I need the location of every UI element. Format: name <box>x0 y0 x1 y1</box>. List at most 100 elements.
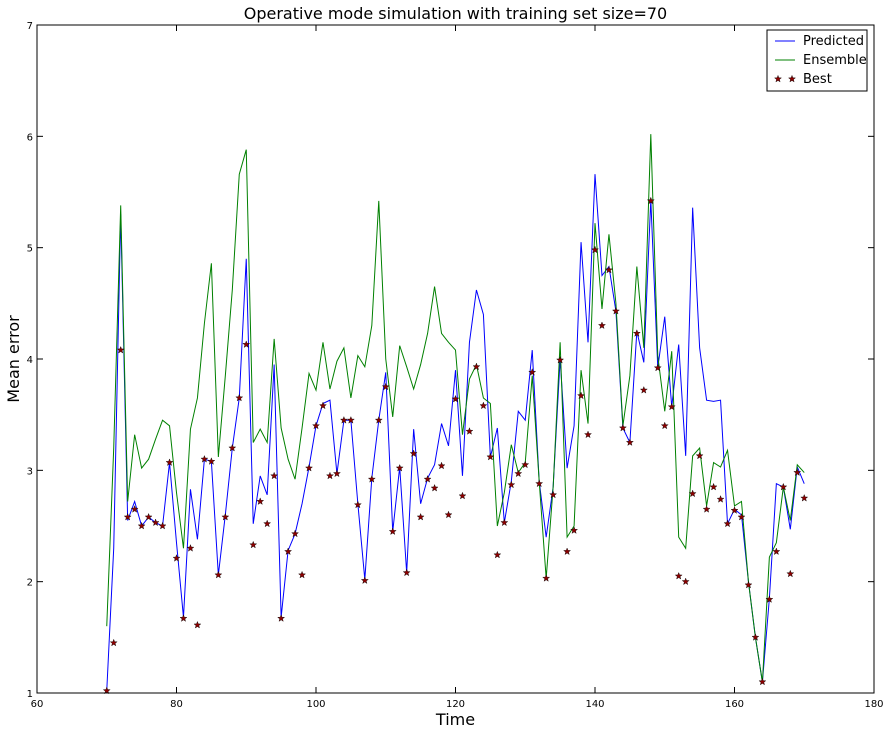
best-marker-35 <box>346 416 355 424</box>
x-tick-label-6: 180 <box>864 699 883 710</box>
best-marker-50 <box>451 394 460 403</box>
best-marker-51 <box>458 491 467 500</box>
best-marker-61 <box>528 368 537 376</box>
best-marker-33 <box>332 469 341 478</box>
best-marker-71 <box>597 321 606 329</box>
plot-content <box>102 134 809 695</box>
best-marker-93 <box>751 633 760 641</box>
x-tick-label-3: 120 <box>446 699 465 710</box>
best-marker-91 <box>737 512 746 521</box>
best-marker-78 <box>646 196 655 205</box>
best-marker-98 <box>786 569 795 578</box>
best-marker-90 <box>730 506 739 514</box>
best-marker-3 <box>123 512 132 521</box>
best-marker-20 <box>242 340 251 348</box>
best-marker-36 <box>353 500 362 509</box>
best-marker-79 <box>653 363 662 372</box>
best-marker-6 <box>144 512 153 521</box>
best-marker-82 <box>674 571 683 580</box>
series-line-ensemble <box>106 134 805 682</box>
best-marker-97 <box>779 482 788 491</box>
best-marker-83 <box>681 577 690 586</box>
best-marker-81 <box>667 402 676 411</box>
best-marker-77 <box>639 385 648 394</box>
legend-label-ensemble: Ensemble <box>803 53 867 68</box>
legend-label-predicted: Predicted <box>803 34 864 49</box>
best-marker-88 <box>716 495 725 503</box>
best-marker-84 <box>688 489 697 498</box>
best-marker-53 <box>472 362 481 371</box>
best-marker-52 <box>465 427 474 435</box>
x-tick-label-4: 140 <box>585 699 604 710</box>
best-marker-12 <box>186 544 195 552</box>
best-marker-24 <box>270 471 279 480</box>
best-marker-14 <box>200 455 209 463</box>
chart-title: Operative mode simulation with training … <box>244 4 667 23</box>
best-marker-11 <box>179 614 188 622</box>
best-marker-41 <box>388 527 397 535</box>
best-marker-59 <box>514 469 523 478</box>
best-marker-13 <box>193 620 202 629</box>
best-marker-63 <box>542 574 551 582</box>
x-tick-label-5: 160 <box>725 699 744 710</box>
best-marker-27 <box>291 529 300 538</box>
best-marker-18 <box>228 443 237 452</box>
best-marker-21 <box>249 540 258 549</box>
legend: Predicted Ensemble Best <box>766 29 868 92</box>
best-marker-96 <box>772 547 781 555</box>
best-marker-10 <box>172 554 181 562</box>
best-marker-100 <box>800 493 809 502</box>
best-marker-68 <box>577 391 586 400</box>
best-marker-65 <box>556 355 565 364</box>
best-marker-23 <box>263 519 272 528</box>
best-marker-85 <box>695 451 704 460</box>
tick-labels: 60 80 100 120 140 160 180 1 2 3 4 5 6 7 <box>27 21 884 710</box>
legend-best-star-1 <box>788 74 796 83</box>
x-tick-label-2: 100 <box>306 699 325 710</box>
best-marker-28 <box>298 570 307 579</box>
plot-frame <box>36 24 875 694</box>
best-marker-86 <box>702 505 711 513</box>
best-marker-66 <box>563 547 572 555</box>
best-marker-25 <box>277 614 286 622</box>
best-marker-29 <box>305 463 313 472</box>
y-tick-label-4: 5 <box>27 244 33 255</box>
best-marker-67 <box>570 526 579 534</box>
best-marker-73 <box>611 306 620 315</box>
best-marker-30 <box>312 421 320 430</box>
best-marker-99 <box>793 468 802 476</box>
best-marker-37 <box>360 576 369 584</box>
y-tick-label-1: 2 <box>27 578 33 589</box>
y-axis-label: Mean error <box>4 315 23 403</box>
best-marker-2 <box>116 345 125 354</box>
best-marker-75 <box>625 438 634 446</box>
best-marker-87 <box>709 482 718 491</box>
best-marker-46 <box>423 475 432 483</box>
x-tick-label-0: 60 <box>31 699 44 710</box>
best-marker-70 <box>591 245 599 254</box>
best-marker-42 <box>395 463 404 472</box>
best-marker-95 <box>765 595 774 603</box>
best-marker-62 <box>535 479 544 488</box>
best-marker-45 <box>416 512 425 521</box>
best-marker-76 <box>632 329 641 337</box>
best-marker-0 <box>102 686 111 695</box>
y-tick-label-6: 7 <box>27 21 33 32</box>
y-tick-label-0: 1 <box>27 689 33 700</box>
best-marker-48 <box>437 461 446 470</box>
best-marker-38 <box>367 475 376 483</box>
best-marker-15 <box>207 457 216 465</box>
best-marker-17 <box>221 512 230 521</box>
best-marker-22 <box>256 497 265 505</box>
best-marker-56 <box>493 550 502 559</box>
best-marker-5 <box>137 521 146 530</box>
legend-best-star-0 <box>774 74 782 83</box>
best-marker-55 <box>486 452 495 461</box>
best-marker-26 <box>284 547 293 555</box>
best-marker-34 <box>339 416 348 424</box>
y-tick-label-2: 3 <box>27 466 33 477</box>
best-marker-92 <box>744 580 753 589</box>
best-marker-32 <box>325 471 334 480</box>
best-marker-58 <box>507 480 516 489</box>
best-marker-74 <box>618 423 627 432</box>
